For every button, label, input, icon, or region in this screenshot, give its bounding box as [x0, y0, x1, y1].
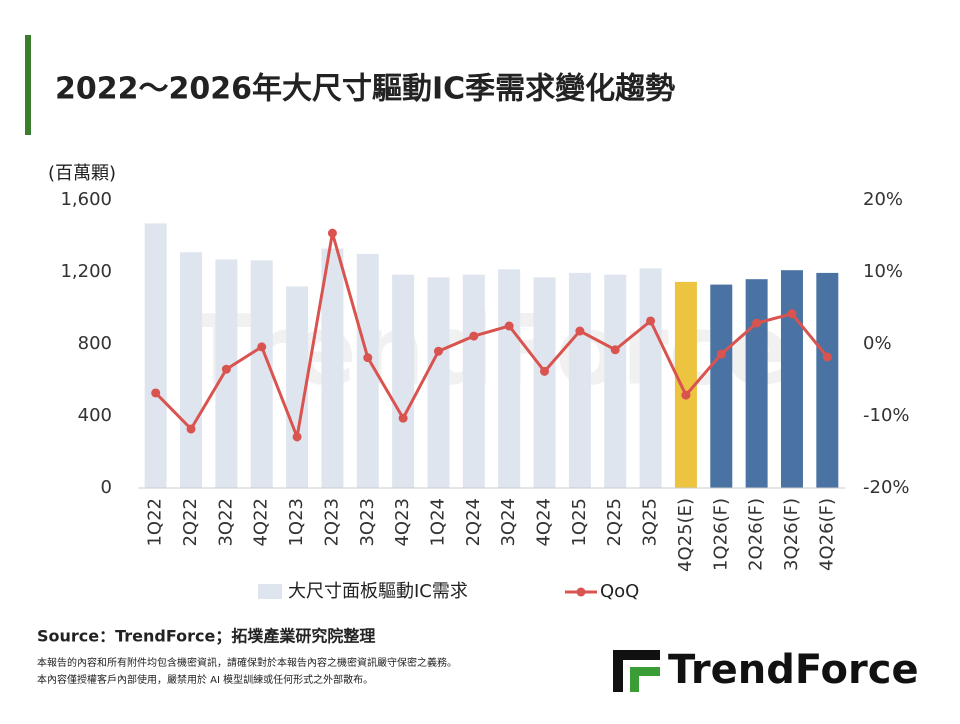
x-tick-label: 2Q22	[180, 498, 201, 547]
bar	[462, 274, 485, 488]
bar	[392, 274, 415, 488]
point	[540, 366, 550, 376]
bar	[427, 277, 450, 488]
point	[575, 326, 585, 336]
x-tick-label: 1Q24	[427, 498, 448, 547]
bar	[710, 284, 733, 488]
y-tick-label: 1,600	[60, 189, 112, 210]
bar	[745, 279, 768, 488]
y-tick-label: 400	[78, 405, 112, 426]
x-tick-label: 2Q26(F)	[746, 498, 767, 571]
bar	[321, 248, 344, 488]
point	[716, 349, 726, 359]
point	[433, 346, 443, 356]
y-tick-label: 1,200	[60, 261, 112, 282]
x-tick-label: 4Q26(F)	[816, 498, 837, 571]
point	[221, 364, 231, 374]
x-tick-label: 3Q22	[215, 498, 236, 547]
x-tick-label: 1Q23	[286, 498, 307, 547]
y2-tick-label: -20%	[863, 477, 910, 498]
source: Source：TrendForce；拓墣產業研究院整理	[37, 627, 375, 646]
point	[822, 352, 832, 362]
bar	[356, 254, 379, 488]
point	[151, 388, 161, 398]
bar	[604, 274, 627, 488]
point	[646, 316, 656, 326]
legend-swatch	[576, 587, 586, 597]
bar	[639, 268, 662, 488]
title-accent	[25, 35, 31, 135]
point	[504, 321, 514, 331]
x-tick-label: 4Q23	[392, 498, 413, 547]
legend-label: QoQ	[600, 581, 639, 602]
bar	[250, 260, 273, 488]
x-tick-label: 3Q26(F)	[781, 498, 802, 571]
legend-swatch	[258, 584, 282, 599]
disclaimer: 本報告的內容和所有附件均包含機密資訊，請確保對於本報告內容之機密資訊嚴守保密之義…	[37, 656, 457, 669]
logo-text: TrendForce	[668, 647, 919, 693]
bar	[286, 286, 309, 488]
x-tick-label: 3Q23	[357, 498, 378, 547]
y2-tick-label: 10%	[863, 261, 903, 282]
point	[363, 353, 373, 363]
point	[752, 318, 762, 328]
x-tick-label: 2Q25	[604, 498, 625, 547]
bar	[498, 269, 521, 488]
bar	[533, 277, 556, 488]
x-tick-label: 4Q25(E)	[675, 498, 696, 572]
x-tick-label: 1Q26(F)	[710, 498, 731, 571]
point	[610, 345, 620, 355]
chart-title: 2022～2026年大尺寸驅動IC季需求變化趨勢	[55, 72, 675, 107]
x-tick-label: 2Q23	[321, 498, 342, 547]
bar	[674, 281, 697, 488]
point	[398, 413, 408, 423]
x-tick-label: 1Q25	[569, 498, 590, 547]
y-tick-label: 800	[78, 333, 112, 354]
bar	[144, 223, 167, 488]
y-axis-label: (百萬顆)	[48, 163, 116, 184]
y-tick-label: 0	[101, 477, 112, 498]
x-tick-label: 2Q24	[463, 498, 484, 547]
x-tick-label: 1Q22	[145, 498, 166, 547]
x-tick-label: 3Q25	[640, 498, 661, 547]
bar	[816, 272, 839, 488]
y2-tick-label: 0%	[863, 333, 892, 354]
point	[257, 342, 267, 352]
bar	[780, 270, 803, 488]
line	[154, 232, 829, 443]
point	[469, 331, 479, 341]
point	[787, 309, 797, 319]
logo-icon	[613, 650, 660, 692]
disclaimer: 本內容僅授權客戶內部使用，嚴禁用於 AI 模型訓練或任何形式之外部散布。	[37, 673, 373, 686]
bar	[568, 272, 591, 488]
x-tick-label: 3Q24	[498, 498, 519, 547]
y2-tick-label: -10%	[863, 405, 910, 426]
y2-tick-label: 20%	[863, 189, 903, 210]
x-tick-label: 4Q24	[534, 498, 555, 547]
point	[186, 424, 196, 434]
bar	[180, 252, 203, 488]
point	[327, 228, 337, 238]
legend-label: 大尺寸面板驅動IC需求	[288, 581, 468, 602]
point	[681, 390, 691, 400]
point	[292, 432, 302, 442]
x-tick-label: 4Q22	[251, 498, 272, 547]
